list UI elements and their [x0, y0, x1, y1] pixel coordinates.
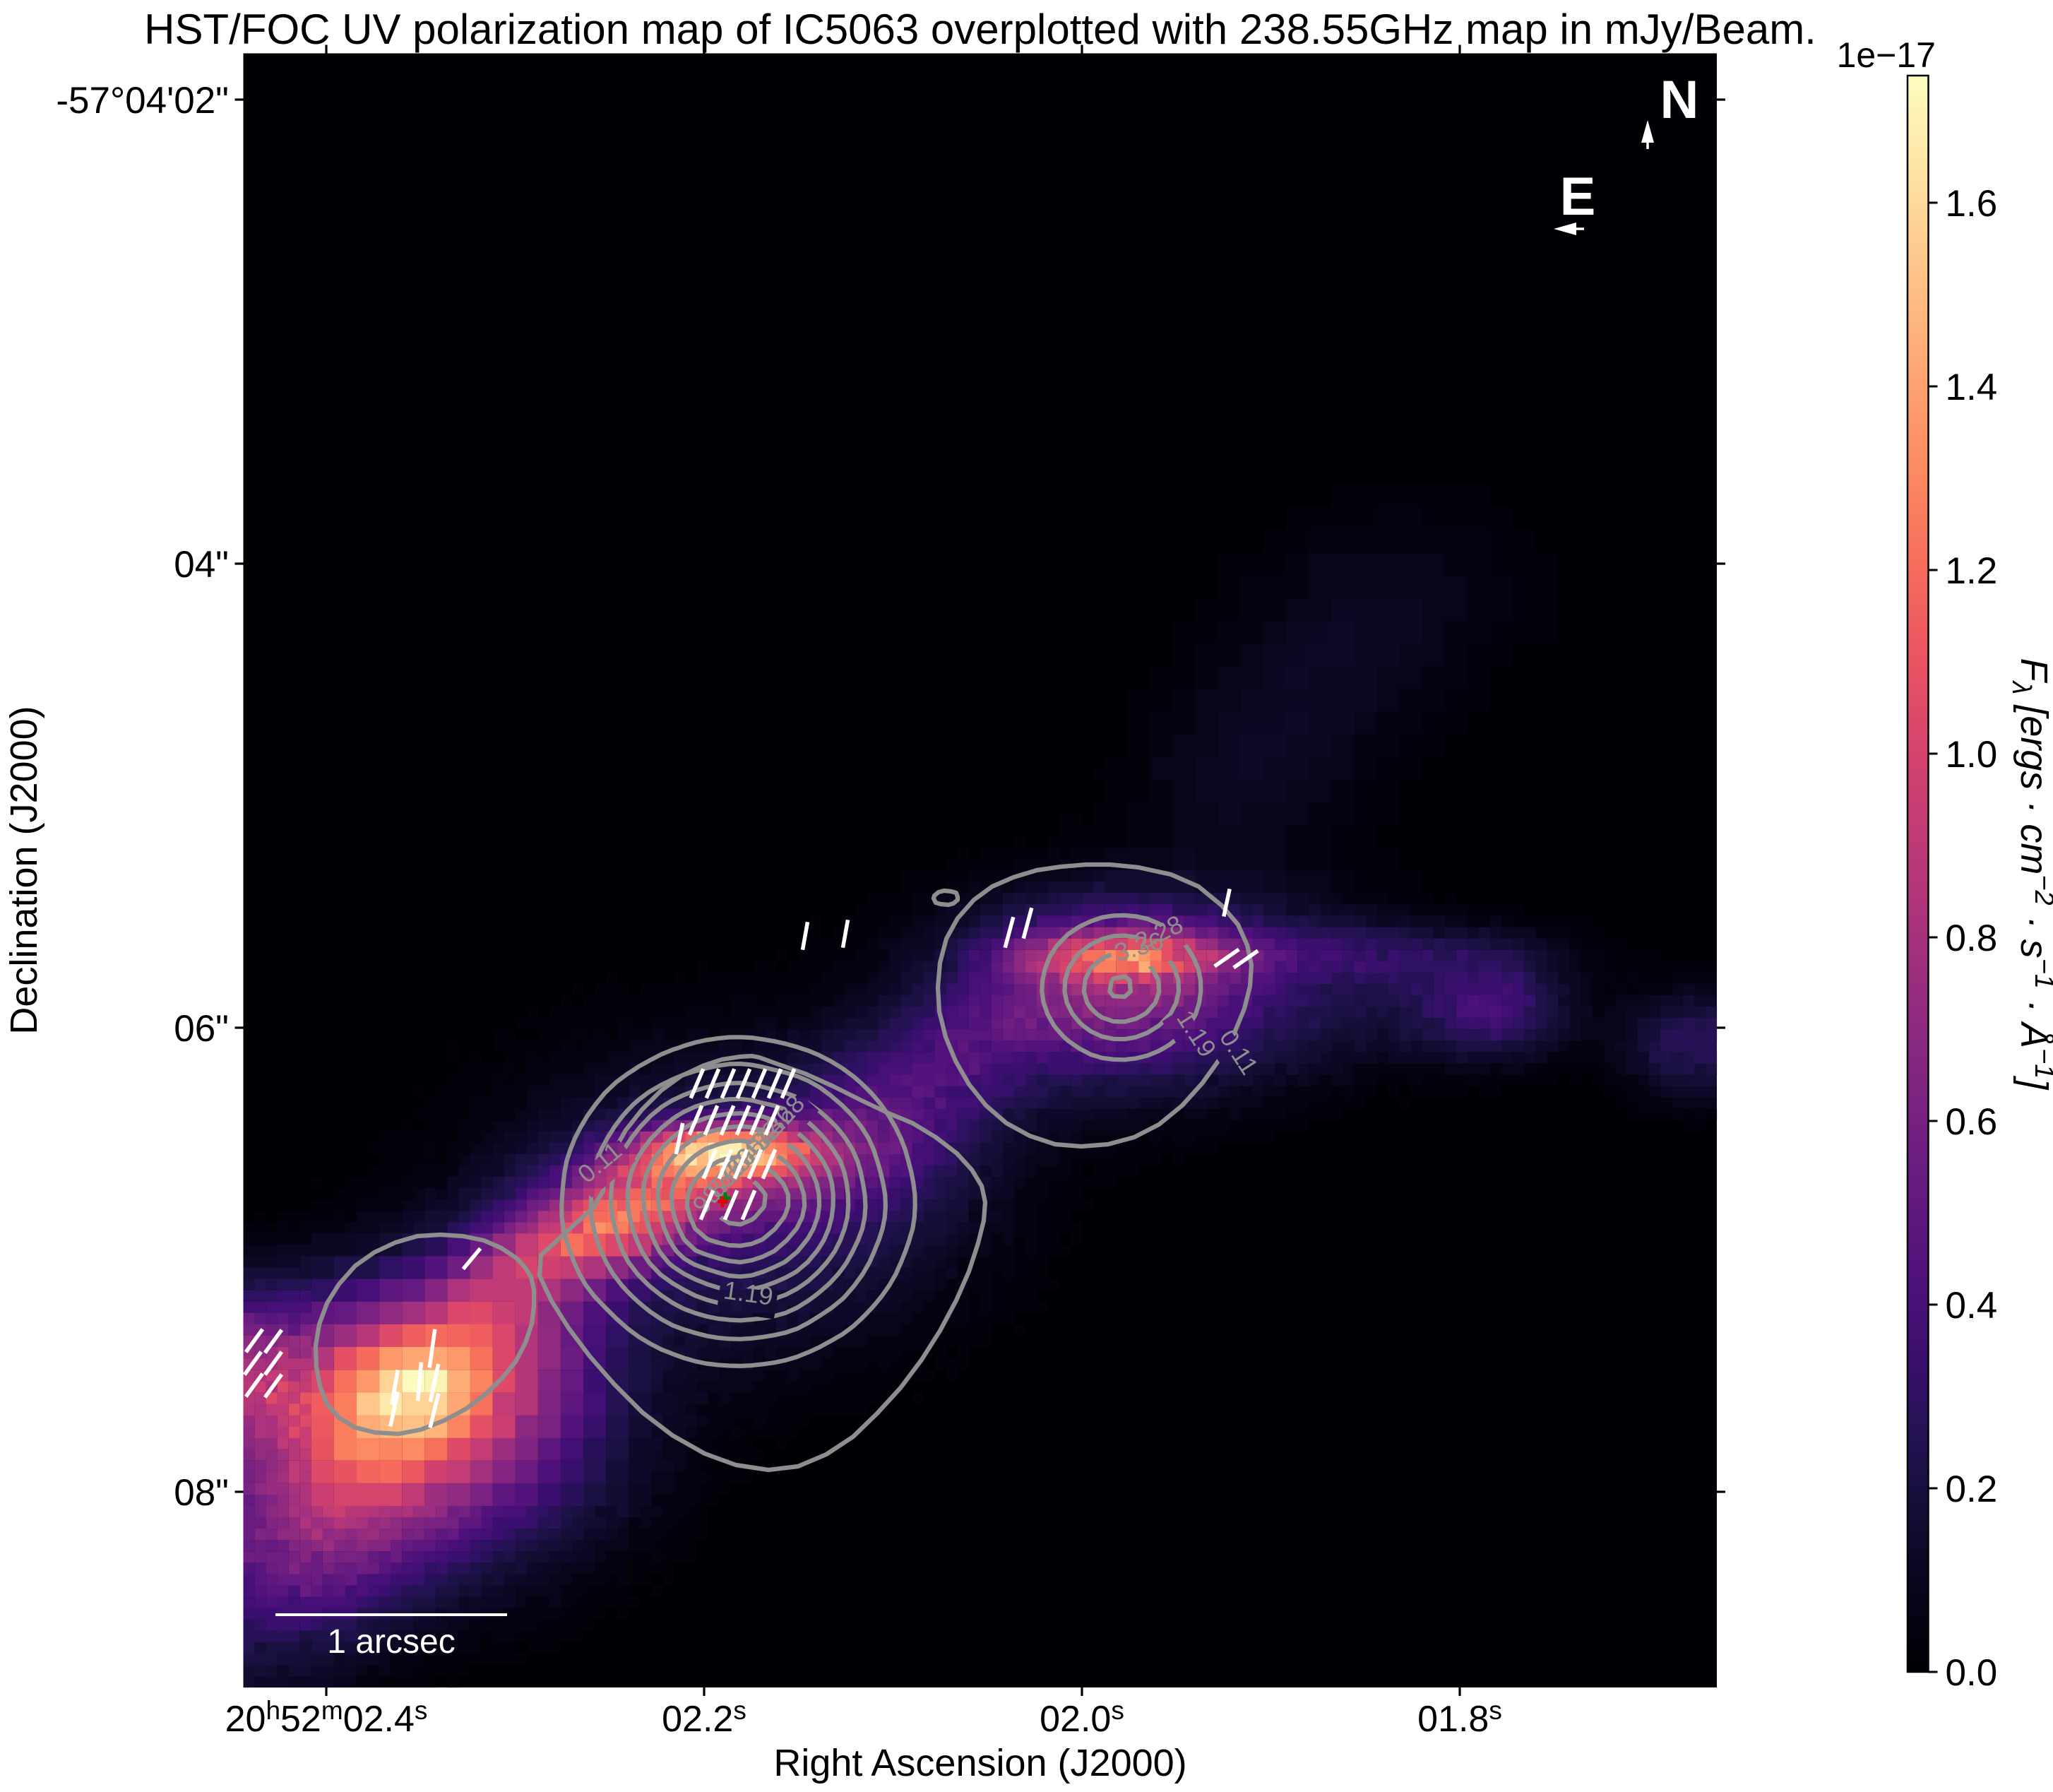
svg-text:Right Ascension (J2000): Right Ascension (J2000) — [773, 1742, 1186, 1784]
svg-text:-57°04'02": -57°04'02" — [56, 80, 229, 121]
svg-text:N: N — [1660, 70, 1699, 130]
svg-text:02.0s: 02.0s — [1040, 1696, 1124, 1740]
svg-text:Fλ [ergs · cm−2 · s−1 · Å−1]: Fλ [ergs · cm−2 · s−1 · Å−1] — [2006, 658, 2053, 1091]
svg-text:1.6: 1.6 — [1946, 183, 1998, 225]
svg-text:1 arcsec: 1 arcsec — [327, 1623, 455, 1661]
svg-text:0.6: 0.6 — [1946, 1101, 1998, 1143]
svg-text:08": 08" — [174, 1472, 229, 1514]
svg-text:1.2: 1.2 — [1946, 550, 1998, 592]
svg-text:Declination (J2000): Declination (J2000) — [3, 706, 45, 1034]
svg-text:0.4: 0.4 — [1946, 1285, 1998, 1327]
svg-text:20h52m02.4s: 20h52m02.4s — [225, 1696, 428, 1740]
svg-text:0.2: 0.2 — [1946, 1468, 1998, 1510]
svg-text:1.4: 1.4 — [1946, 367, 1998, 408]
svg-text:1e−17: 1e−17 — [1837, 35, 1936, 75]
svg-text:1.19: 1.19 — [722, 1275, 775, 1310]
svg-text:02.2s: 02.2s — [662, 1696, 746, 1740]
svg-text:HST/FOC UV polarization map of: HST/FOC UV polarization map of IC5063 ov… — [144, 6, 1816, 53]
svg-text:0.8: 0.8 — [1946, 918, 1998, 959]
svg-text:06": 06" — [174, 1008, 229, 1050]
svg-text:1.0: 1.0 — [1946, 734, 1998, 776]
svg-text:0.0: 0.0 — [1946, 1652, 1998, 1694]
svg-text:01.8s: 01.8s — [1417, 1696, 1502, 1740]
svg-text:04": 04" — [174, 544, 229, 586]
svg-text:E: E — [1560, 167, 1596, 227]
